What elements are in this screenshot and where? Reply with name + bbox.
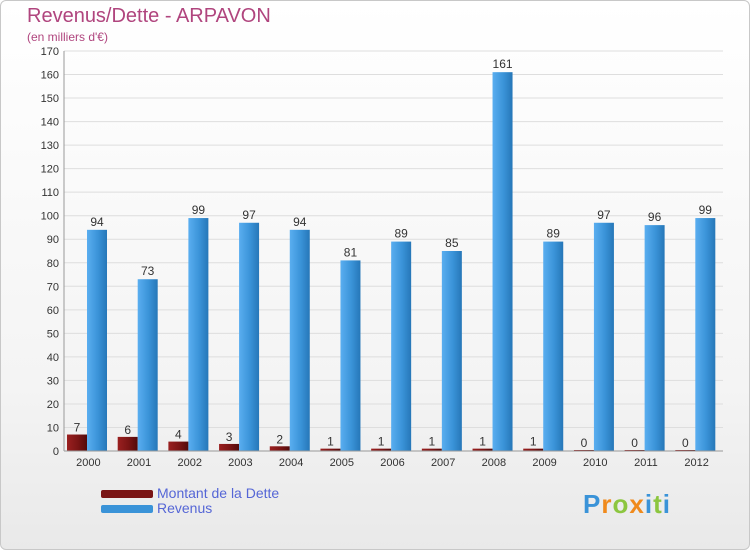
data-label-revenue: 161 [493, 57, 513, 71]
y-tick-label: 170 [41, 46, 59, 58]
y-tick-label: 0 [53, 446, 59, 458]
y-tick-label: 150 [41, 93, 59, 105]
y-tick-label: 160 [41, 70, 59, 82]
data-label-debt: 1 [429, 435, 436, 449]
data-label-revenue: 89 [547, 227, 561, 241]
y-tick-label: 90 [47, 234, 59, 246]
legend-swatch-debt [101, 490, 153, 498]
data-label-debt: 2 [276, 432, 283, 446]
bar-revenue [695, 218, 716, 451]
data-label-revenue: 81 [344, 245, 358, 259]
bar-revenue [188, 218, 209, 451]
bar-revenue [289, 229, 310, 451]
bar-revenue [137, 279, 158, 451]
logo-letter: r [601, 489, 613, 519]
data-label-revenue: 94 [293, 215, 307, 229]
x-tick-label: 2004 [279, 457, 303, 469]
bar-debt [67, 434, 87, 451]
bar-debt [472, 448, 493, 451]
x-tick-label: 2002 [177, 457, 201, 469]
x-tick-label: 2008 [482, 457, 506, 469]
bar-revenue [492, 72, 513, 452]
data-label-revenue: 97 [242, 208, 256, 222]
proxiti-logo: Proxiti [583, 489, 671, 520]
y-tick-label: 120 [41, 164, 59, 176]
bar-debt [117, 436, 138, 451]
data-label-revenue: 96 [648, 210, 662, 224]
y-tick-label: 20 [47, 399, 59, 411]
logo-letter: o [612, 489, 630, 519]
logo-letter: t [653, 489, 663, 519]
bar-revenue [441, 251, 462, 451]
x-tick-label: 2011 [634, 457, 658, 469]
data-label-debt: 3 [226, 430, 233, 444]
y-tick-label: 30 [47, 375, 59, 387]
data-label-revenue: 97 [597, 208, 611, 222]
data-label-revenue: 73 [141, 264, 155, 278]
bar-revenue [543, 241, 564, 451]
bar-debt [371, 448, 392, 451]
y-tick-label: 50 [47, 328, 59, 340]
x-tick-label: 2010 [583, 457, 607, 469]
y-tick-label: 100 [41, 211, 59, 223]
bar-revenue [87, 229, 107, 451]
data-label-debt: 0 [682, 436, 689, 450]
x-tick-label: 2003 [228, 457, 252, 469]
data-label-debt: 7 [74, 421, 81, 435]
x-tick-label: 2012 [684, 457, 708, 469]
x-tick-label: 2006 [380, 457, 404, 469]
logo-letter: i [662, 489, 671, 519]
chart-subtitle: (en milliers d'€) [27, 30, 108, 44]
legend-label-debt: Montant de la Dette [157, 485, 280, 501]
bar-revenue [340, 260, 361, 451]
logo-letter: x [629, 489, 645, 519]
data-label-revenue: 99 [699, 203, 713, 217]
y-tick-label: 70 [47, 281, 59, 293]
data-label-debt: 0 [631, 436, 638, 450]
logo-letter: P [583, 489, 602, 519]
data-label-revenue: 89 [394, 227, 408, 241]
data-label-debt: 1 [378, 435, 385, 449]
bar-debt [219, 443, 240, 451]
bar-debt [320, 448, 341, 451]
data-label-debt: 1 [530, 435, 537, 449]
data-label-debt: 1 [327, 435, 334, 449]
y-tick-label: 130 [41, 140, 59, 152]
logo-letter: i [644, 489, 654, 519]
chart-title: Revenus/Dette - ARPAVON [27, 5, 271, 27]
y-tick-label: 140 [41, 117, 59, 129]
y-tick-label: 60 [47, 305, 59, 317]
bar-revenue [239, 222, 260, 451]
bar-revenue [593, 222, 614, 451]
data-label-revenue: 99 [192, 203, 206, 217]
bar-debt [421, 448, 442, 451]
bar-debt [269, 446, 290, 451]
x-tick-label: 2009 [532, 457, 556, 469]
bar-revenue [644, 225, 665, 451]
bar-revenue [391, 241, 412, 451]
legend-swatch-revenue [101, 505, 153, 513]
x-tick-label: 2007 [431, 457, 455, 469]
bar-debt [168, 441, 189, 451]
data-label-revenue: 94 [90, 215, 104, 229]
data-label-revenue: 85 [445, 236, 459, 250]
data-label-debt: 1 [479, 435, 486, 449]
x-tick-label: 2005 [330, 457, 354, 469]
data-label-debt: 0 [581, 436, 588, 450]
data-label-debt: 6 [124, 423, 131, 437]
legend-label-revenue: Revenus [157, 500, 213, 516]
y-tick-label: 40 [47, 352, 59, 364]
y-tick-label: 10 [47, 422, 59, 434]
y-tick-label: 80 [47, 258, 59, 270]
x-tick-label: 2000 [76, 457, 100, 469]
data-label-debt: 4 [175, 428, 182, 442]
x-tick-label: 2001 [127, 457, 151, 469]
bar-debt [523, 448, 544, 451]
y-tick-label: 110 [41, 187, 59, 199]
